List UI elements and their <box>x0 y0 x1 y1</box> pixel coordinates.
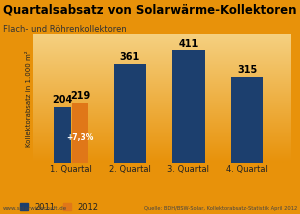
Text: Flach- und Röhrenkollektoren: Flach- und Röhrenkollektoren <box>3 25 127 34</box>
Text: Quelle: BDH/BSW-Solar, Kollektorabsatz-Statistik April 2012: Quelle: BDH/BSW-Solar, Kollektorabsatz-S… <box>144 206 297 211</box>
Text: 411: 411 <box>178 39 199 49</box>
Text: www.solarwirtschaft.de: www.solarwirtschaft.de <box>3 206 67 211</box>
Y-axis label: Kollektorabsatz in 1.000 m²: Kollektorabsatz in 1.000 m² <box>26 50 32 147</box>
Text: 361: 361 <box>120 52 140 62</box>
Bar <box>172 50 205 163</box>
Text: +7,3%: +7,3% <box>66 133 94 142</box>
Bar <box>72 103 88 163</box>
Bar <box>54 107 70 163</box>
Text: Quartalsabsatz von Solarwärme-Kollektoren: Quartalsabsatz von Solarwärme-Kollektore… <box>3 3 296 16</box>
Bar <box>231 77 263 163</box>
Text: 315: 315 <box>237 65 257 75</box>
Text: 204: 204 <box>52 95 72 105</box>
Text: 219: 219 <box>70 91 90 101</box>
Legend: 2011, 2012: 2011, 2012 <box>16 199 102 214</box>
Bar <box>114 64 146 163</box>
